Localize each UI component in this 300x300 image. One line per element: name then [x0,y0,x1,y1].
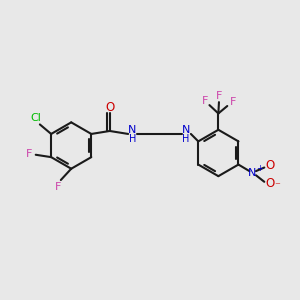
Text: H: H [182,134,190,144]
Text: +: + [256,164,263,172]
Text: N: N [248,168,256,178]
Text: N: N [182,125,190,135]
Text: O: O [105,101,114,114]
Text: F: F [216,91,222,100]
Text: F: F [202,96,208,106]
Text: N: N [128,125,136,135]
Text: O: O [265,177,274,190]
Text: F: F [230,97,236,107]
Text: O: O [265,159,274,172]
Text: H: H [129,134,136,144]
Text: F: F [55,182,61,192]
Text: F: F [26,149,32,159]
Text: Cl: Cl [30,113,41,123]
Text: ⁻: ⁻ [274,182,280,192]
